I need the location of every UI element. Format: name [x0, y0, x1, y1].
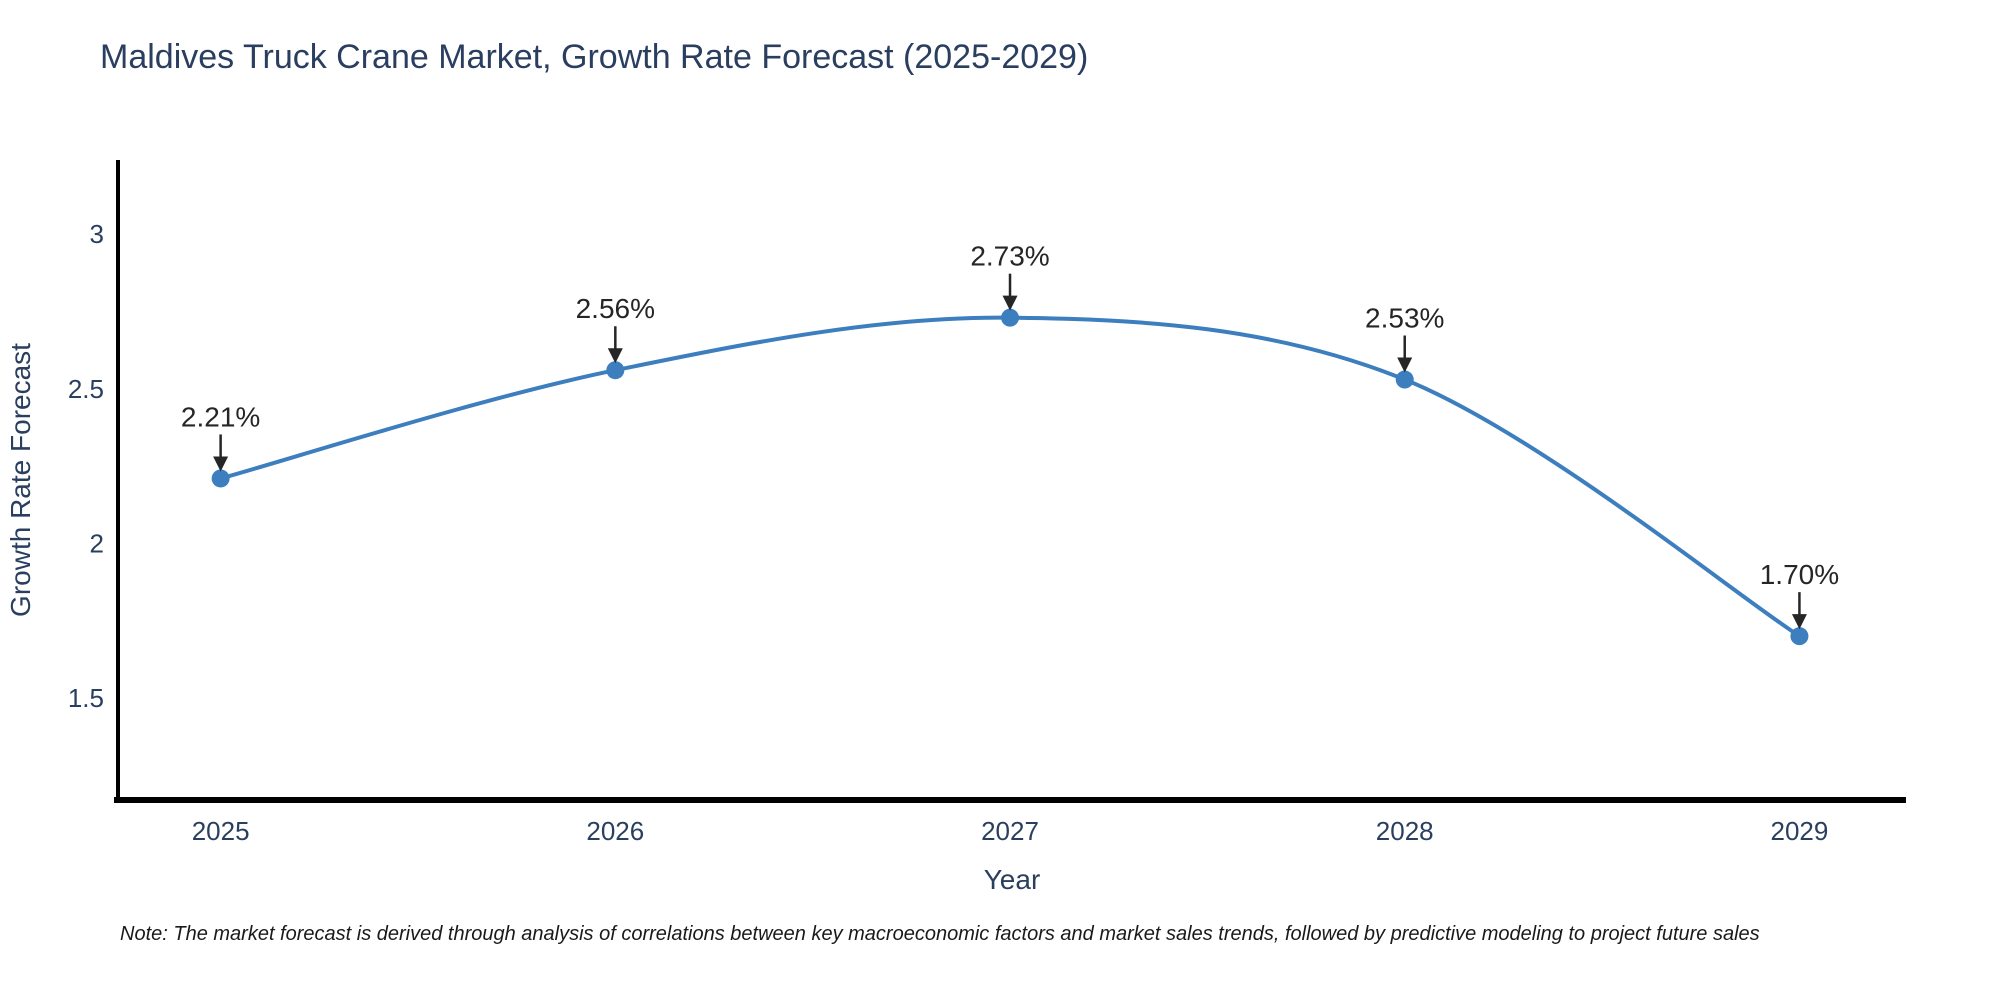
data-point-label: 2.21%	[181, 401, 260, 432]
annotation-arrowhead	[1791, 614, 1807, 630]
annotation-arrowhead	[213, 456, 229, 472]
data-point-label: 2.56%	[576, 293, 655, 324]
x-tick-label: 2026	[586, 816, 644, 846]
x-tick-label: 2027	[981, 816, 1039, 846]
plot-area: 3 2.5 2 1.5 2025 2026 2027 2028 2029 2.21% 2.56% 2.…	[68, 160, 1906, 846]
annotation-arrowhead	[1397, 357, 1413, 373]
chart-title: Maldives Truck Crane Market, Growth Rate…	[100, 38, 1088, 76]
data-point-marker	[211, 469, 230, 488]
data-point-label: 2.53%	[1365, 303, 1444, 334]
x-tick-label: 2028	[1376, 816, 1434, 846]
data-point-label: 2.73%	[970, 241, 1049, 272]
series-line	[220, 315, 1801, 638]
x-tick-label: 2029	[1771, 816, 1829, 846]
annotation-arrowhead	[1002, 295, 1018, 311]
data-point-marker	[606, 361, 625, 380]
y-tick-label: 3	[90, 219, 104, 249]
data-point-label: 1.70%	[1760, 559, 1839, 590]
y-tick-label: 2	[90, 528, 104, 558]
x-tick-label: 2025	[192, 816, 250, 846]
data-point-marker	[1790, 627, 1809, 646]
data-point-marker	[1001, 308, 1020, 327]
data-point-marker	[1395, 370, 1414, 389]
x-axis-title: Year	[984, 864, 1041, 895]
annotation-arrowhead	[607, 348, 623, 364]
y-axis-title: Growth Rate Forecast	[5, 343, 36, 617]
y-tick-label: 1.5	[68, 683, 104, 713]
footnote: Note: The market forecast is derived thr…	[120, 923, 1760, 945]
y-tick-label: 2.5	[68, 374, 104, 404]
